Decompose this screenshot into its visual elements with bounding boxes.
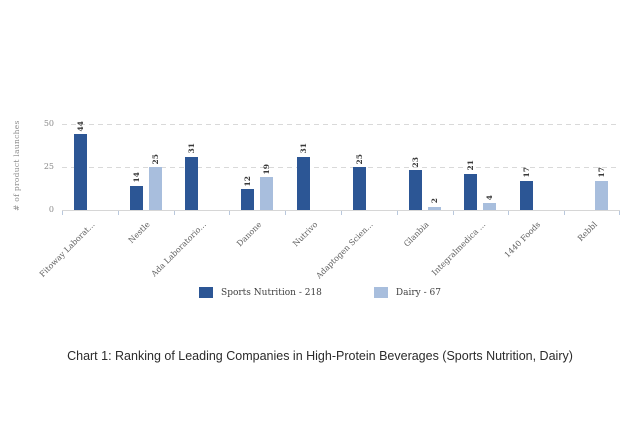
category-column: 21 4 Integralmedica ... <box>430 124 509 277</box>
plot-columns: 44 Fitoway Laborat... 14 25 Nestle 31 Ada Labo… <box>37 120 620 281</box>
bar-value-label: 44 <box>75 120 85 132</box>
category-label: Nutrivo <box>291 220 320 249</box>
gridline-25 <box>62 167 620 168</box>
legend-item-sports-nutrition: Sports Nutrition - 218 <box>199 287 322 298</box>
y-tick-label-50: 50 <box>43 119 54 128</box>
bar-value-label: 2 <box>429 198 439 204</box>
category-column: 25 Adaptogen Scien... <box>315 124 397 281</box>
bar-slot: 23 <box>408 156 422 210</box>
category-column: 31 Nutrivo <box>285 124 341 248</box>
bar-sports-nutrition <box>241 189 255 210</box>
bar-dairy <box>260 177 274 210</box>
bar-slot: 19 <box>260 163 274 210</box>
category-column: 14 25 Nestle <box>118 124 174 245</box>
bar-value-label: 31 <box>299 143 309 154</box>
bar-value-label: 25 <box>150 153 160 164</box>
category-label: Adaptogen Scien... <box>314 220 376 281</box>
legend-swatch-dairy-icon <box>373 287 388 298</box>
bar-value-label: 12 <box>243 175 253 187</box>
bar-value-label: 17 <box>522 167 532 178</box>
bar-slot: 44 <box>73 120 87 210</box>
bar-value-label: 4 <box>485 194 495 201</box>
y-axis-title: # of product launches <box>12 120 21 212</box>
bar-sports-nutrition <box>352 167 366 210</box>
bar-slot: 25 <box>148 153 162 210</box>
category-label: 1440 Foods <box>503 220 543 260</box>
bar-value-label: 14 <box>131 172 141 183</box>
bar-slot: 31 <box>297 143 311 210</box>
legend-label: Dairy - 67 <box>395 287 441 298</box>
category-column: 17 Rebbl <box>564 124 620 243</box>
bar-slot: 17 <box>520 167 534 210</box>
bar-sports-nutrition <box>408 170 422 210</box>
legend-item-dairy: Dairy - 67 <box>373 287 441 298</box>
bar-slot: 2 <box>427 198 441 210</box>
x-axis <box>62 210 620 215</box>
x-axis-tick <box>341 211 342 215</box>
category-column: 31 Ada Laboratorio... <box>149 124 230 278</box>
y-tick-label-0: 0 <box>48 205 54 214</box>
bar-dairy <box>483 203 497 210</box>
bar-value-label: 21 <box>466 160 476 171</box>
category-label: Fitoway Laborat... <box>37 220 97 279</box>
bar-sports-nutrition <box>185 156 199 210</box>
legend: Sports Nutrition - 218 Dairy - 67 <box>0 287 640 298</box>
bar-sports-nutrition <box>73 134 87 210</box>
x-axis-tick <box>508 211 510 215</box>
legend-swatch-sports-nutrition-icon <box>199 287 214 298</box>
bar-value-label: 25 <box>354 153 364 164</box>
y-tick-label-25: 25 <box>43 162 54 171</box>
x-axis-tick <box>285 211 287 215</box>
bar-slot: 25 <box>352 153 366 210</box>
category-label: Ada Laboratorio... <box>149 220 208 279</box>
category-label: Integralmedica ... <box>429 220 487 278</box>
bar-sports-nutrition <box>297 156 311 210</box>
bar-dairy <box>148 167 162 210</box>
gridline-50 <box>62 124 620 125</box>
category-label: Nestle <box>127 220 153 246</box>
bar-value-label: 17 <box>597 167 607 178</box>
category-label: Glanbia <box>402 220 432 249</box>
bar-value-label: 23 <box>410 156 420 168</box>
x-axis-tick <box>564 211 566 215</box>
bar-slot: 21 <box>464 160 478 210</box>
x-axis-tick <box>62 211 63 215</box>
x-axis-tick <box>229 211 231 215</box>
bar-sports-nutrition <box>129 185 143 210</box>
category-column: 23 2 Glanbia <box>397 124 453 249</box>
bar-sports-nutrition <box>464 173 478 210</box>
x-axis-tick <box>396 211 398 215</box>
bar-dairy <box>427 206 441 210</box>
bar-value-label: 31 <box>187 143 197 154</box>
plot-area: 44 Fitoway Laborat... 14 25 Nestle 31 Ada Labo… <box>37 120 620 281</box>
x-axis-tick <box>117 211 119 215</box>
x-axis-tick <box>619 211 620 215</box>
bar-slot: 17 <box>595 167 609 210</box>
bar-slot: 14 <box>129 172 143 210</box>
x-axis-tick <box>173 211 175 215</box>
category-column: 12 19 Danone <box>229 124 285 248</box>
category-column: 44 Fitoway Laborat... <box>37 120 118 279</box>
bar-slot: 12 <box>241 175 255 210</box>
category-column: 17 1440 Foods <box>503 124 564 259</box>
bar-slot: 31 <box>185 143 199 210</box>
bar-sports-nutrition <box>520 180 534 210</box>
chart-caption: Chart 1: Ranking of Leading Companies in… <box>67 349 573 363</box>
bar-slot: 4 <box>483 194 497 210</box>
x-axis-tick <box>452 211 454 215</box>
category-label: Danone <box>235 220 264 249</box>
bar-dairy <box>595 180 609 210</box>
category-label: Rebbl <box>575 220 599 244</box>
bar-value-label: 19 <box>262 163 272 175</box>
legend-label: Sports Nutrition - 218 <box>221 287 322 298</box>
